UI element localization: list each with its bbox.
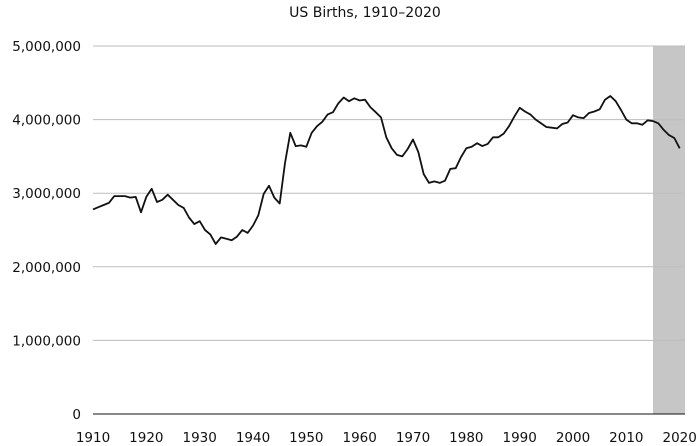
x-tick-label: 1910 [76, 430, 110, 446]
x-tick-label: 1930 [182, 430, 216, 446]
x-tick-label: 1940 [236, 430, 270, 446]
x-tick-label: 2020 [662, 430, 696, 446]
y-tick-label: 3,000,000 [12, 186, 81, 202]
x-tick-label: 2010 [609, 430, 643, 446]
y-axis-tick-labels: 0 1,000,000 2,000,000 3,000,000 4,000,000 5,0… [12, 39, 81, 423]
y-tick-label: 4,000,000 [12, 113, 81, 129]
gridlines [93, 45, 685, 341]
x-tick-label: 1960 [342, 430, 376, 446]
x-axis-tick-labels: 1910 1920 1930 1940 1950 1960 1970 1980 1990 2000… [76, 430, 696, 446]
y-tick-label: 2,000,000 [12, 260, 81, 276]
series-line [92, 95, 681, 245]
shaded-region [653, 46, 685, 414]
y-tick-label: 1,000,000 [12, 333, 81, 349]
x-tick-label: 2000 [556, 430, 590, 446]
x-tick-label: 1990 [502, 430, 536, 446]
y-tick-label: 0 [72, 407, 81, 423]
x-tick-label: 1980 [449, 430, 483, 446]
x-tick-label: 1970 [396, 430, 430, 446]
chart-title: US Births, 1910–2020 [289, 5, 441, 21]
x-tick-label: 1950 [289, 430, 323, 446]
x-tick-label: 1920 [129, 430, 163, 446]
y-tick-label: 5,000,000 [12, 39, 81, 55]
